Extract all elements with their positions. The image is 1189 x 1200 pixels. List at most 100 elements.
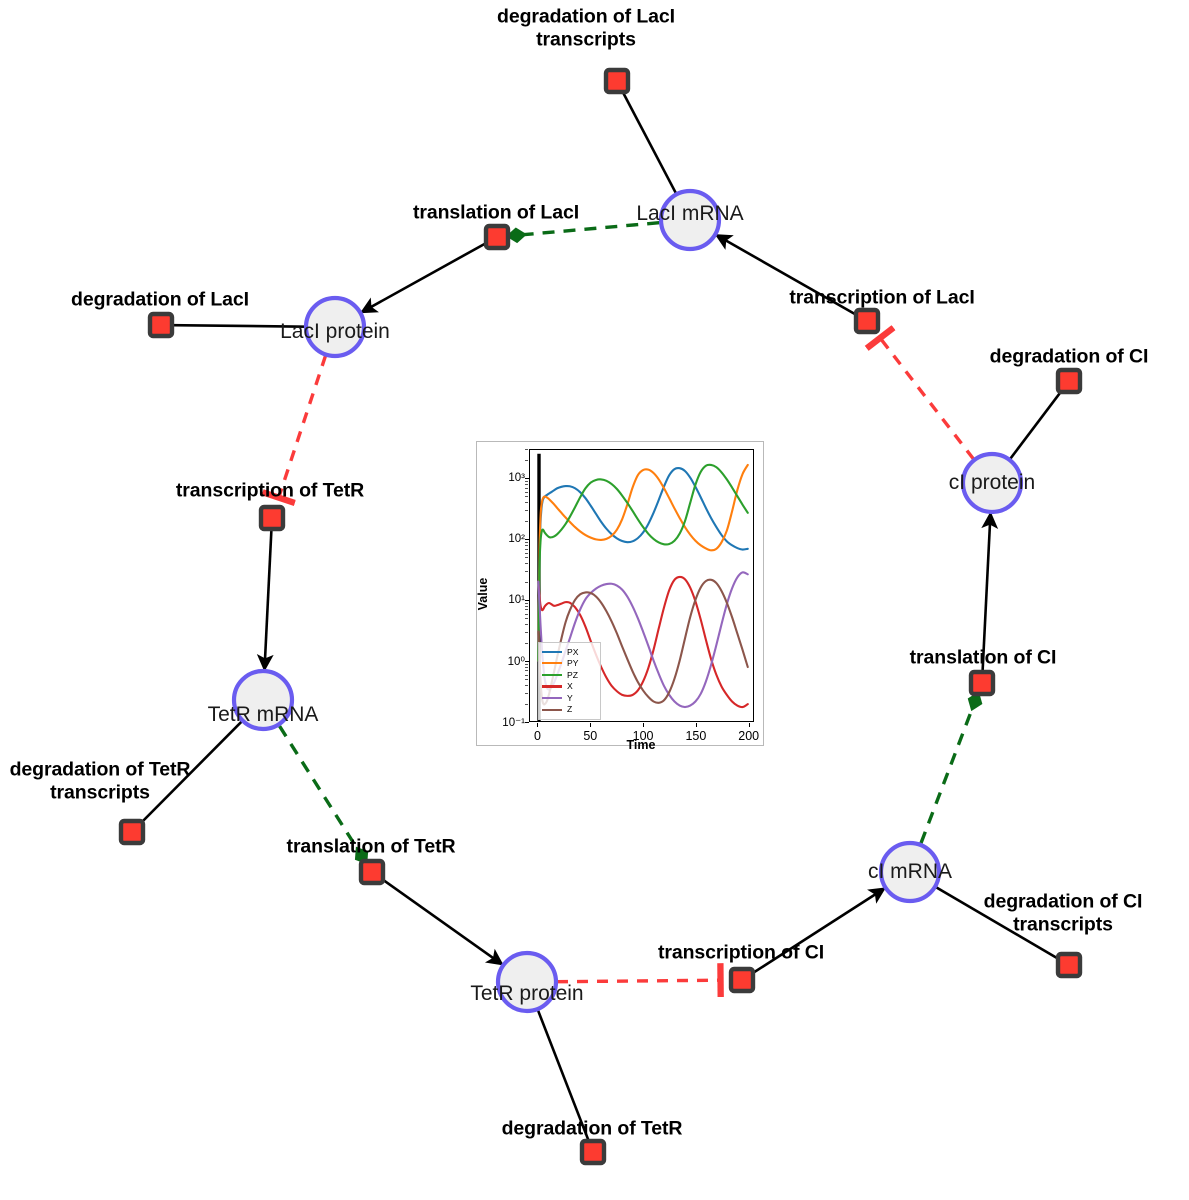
y-minor-tick	[525, 509, 528, 511]
edges	[139, 91, 1063, 1142]
plot-legend: PX PY PZ X Y Z	[538, 642, 601, 720]
species-label-tetr_mrna: TetR mRNA	[207, 703, 319, 726]
edge-transl_ci-to-ci_prot	[981, 511, 999, 672]
reaction-label-deg_ci_tr: degradation of CI transcripts	[983, 890, 1143, 935]
y-minor-tick	[525, 563, 528, 565]
reaction-node-deg_laci[interactable]	[147, 311, 175, 339]
y-minor-tick	[525, 570, 528, 572]
edge-laci_prot-to-deg_laci	[172, 323, 306, 328]
series-line-PY	[537, 463, 749, 662]
y-minor-tick	[525, 679, 528, 681]
y-tick-mark	[525, 600, 529, 602]
y-minor-tick	[525, 552, 528, 554]
reaction-label-transc_ci: transcription of CI	[657, 941, 825, 964]
y-minor-tick	[525, 480, 528, 482]
x-tick-mark	[748, 723, 750, 727]
y-minor-tick	[525, 670, 528, 672]
species-node-tetr_mrna[interactable]	[231, 668, 295, 732]
reaction-node-deg_tetr_tr[interactable]	[118, 818, 146, 846]
species-node-ci_prot[interactable]	[960, 451, 1024, 515]
edge-tetr_prot-to-transc_ci	[556, 963, 724, 998]
y-minor-tick	[525, 602, 528, 604]
series-line-PZ	[537, 463, 749, 662]
y-minor-tick	[525, 487, 528, 489]
nodes	[118, 67, 1083, 1166]
y-minor-tick	[525, 541, 528, 543]
edge-ci_prot-to-transc_laci	[864, 325, 976, 461]
reaction-node-deg_ci[interactable]	[1055, 367, 1083, 395]
legend-label-PY: PY	[567, 658, 579, 669]
reaction-label-deg_ci: degradation of CI	[989, 345, 1149, 368]
y-minor-tick	[525, 544, 528, 546]
y-minor-tick	[525, 548, 528, 550]
y-minor-tick	[525, 581, 528, 583]
x-axis-label: Time	[626, 738, 656, 752]
edge-transc_ci-to-ci_mrna	[751, 887, 887, 975]
series-line-PX	[537, 467, 749, 662]
edge-tetr_mrna-to-transl_tetr	[278, 725, 369, 865]
x-tick-label: 50	[583, 729, 598, 743]
edge-ci_prot-to-deg_ci	[1009, 389, 1063, 460]
reaction-label-deg_tetr_tr: degradation of TetR transcripts	[9, 758, 191, 803]
edge-ci_mrna-to-transl_ci	[919, 691, 983, 844]
y-minor-tick	[525, 674, 528, 676]
reaction-node-deg_tetr[interactable]	[579, 1138, 607, 1166]
species-node-laci_prot[interactable]	[303, 295, 367, 359]
legend-swatch-X	[542, 685, 562, 688]
timecourse-plot-inset: 10⁻¹ 10⁰ 10¹ 10² 10³ Value PX PY PZ X Y Z 0 50 100 1…	[476, 441, 764, 752]
legend-entry-PZ: PZ	[542, 669, 596, 681]
species-node-ci_mrna[interactable]	[878, 840, 942, 904]
x-tick-label: 0	[533, 729, 541, 743]
reaction-label-transc_tetr: transcription of TetR	[175, 479, 365, 502]
reaction-node-transc_tetr[interactable]	[258, 504, 286, 532]
y-minor-tick	[525, 609, 528, 611]
reaction-node-transl_laci[interactable]	[483, 223, 511, 251]
legend-label-Z: Z	[567, 704, 573, 715]
x-tick-label: 150	[685, 729, 707, 743]
x-tick-label: 200	[738, 729, 760, 743]
reaction-node-transl_tetr[interactable]	[358, 858, 386, 886]
y-minor-tick	[525, 557, 528, 559]
species-node-tetr_prot[interactable]	[495, 950, 559, 1014]
edge-laci_mrna-to-transl_laci	[505, 221, 660, 244]
reaction-label-transl_tetr: translation of TetR	[286, 835, 456, 858]
legend-entry-X: X	[542, 681, 596, 693]
y-axis-ticks: 10⁻¹ 10⁰ 10¹ 10² 10³	[477, 442, 529, 729]
y-tick-mark	[525, 722, 529, 723]
y-tick-label: 10⁻¹	[502, 717, 525, 729]
legend-swatch-Y	[542, 697, 562, 700]
x-tick-mark	[590, 723, 592, 727]
legend-entry-PY: PY	[542, 658, 596, 670]
x-axis-ticks: 0 50 100 150 200	[529, 723, 759, 753]
y-minor-tick	[525, 692, 528, 694]
y-minor-tick	[525, 663, 528, 665]
legend-swatch-PZ	[542, 673, 562, 677]
reaction-label-deg_tetr: degradation of TetR	[501, 1117, 683, 1140]
y-minor-tick	[525, 642, 528, 644]
species-label-ci_prot: cI protein	[948, 471, 1036, 494]
reaction-node-deg_ci_tr[interactable]	[1055, 951, 1083, 979]
edge-transc_laci-to-laci_mrna	[714, 233, 858, 317]
reaction-node-deg_laci_tr[interactable]	[603, 67, 631, 95]
edge-ci_mrna-to-deg_ci_tr	[935, 886, 1060, 961]
species-node-laci_mrna[interactable]	[658, 188, 722, 252]
x-tick-mark	[537, 723, 539, 727]
reaction-node-transl_ci[interactable]	[968, 669, 996, 697]
edge-deg_laci_tr-to-laci_mrna	[621, 91, 678, 195]
species-label-ci_mrna: cI mRNA	[868, 860, 952, 883]
y-minor-tick	[525, 613, 528, 615]
legend-swatch-Z	[542, 708, 562, 711]
y-minor-tick	[525, 631, 528, 633]
species-label-laci_mrna: LacI mRNA	[636, 202, 744, 225]
reaction-node-transc_ci[interactable]	[728, 966, 756, 994]
y-minor-tick	[525, 605, 528, 607]
edge-tetr_mrna-to-deg_tetr_tr	[139, 720, 243, 825]
legend-swatch-PY	[542, 662, 562, 665]
legend-entry-PX: PX	[542, 646, 596, 658]
reaction-node-transc_laci[interactable]	[853, 307, 881, 335]
y-minor-tick	[525, 496, 528, 498]
legend-label-PX: PX	[567, 646, 579, 657]
reaction-label-transl_ci: translation of CI	[909, 646, 1057, 669]
legend-entry-Y: Y	[542, 692, 596, 704]
